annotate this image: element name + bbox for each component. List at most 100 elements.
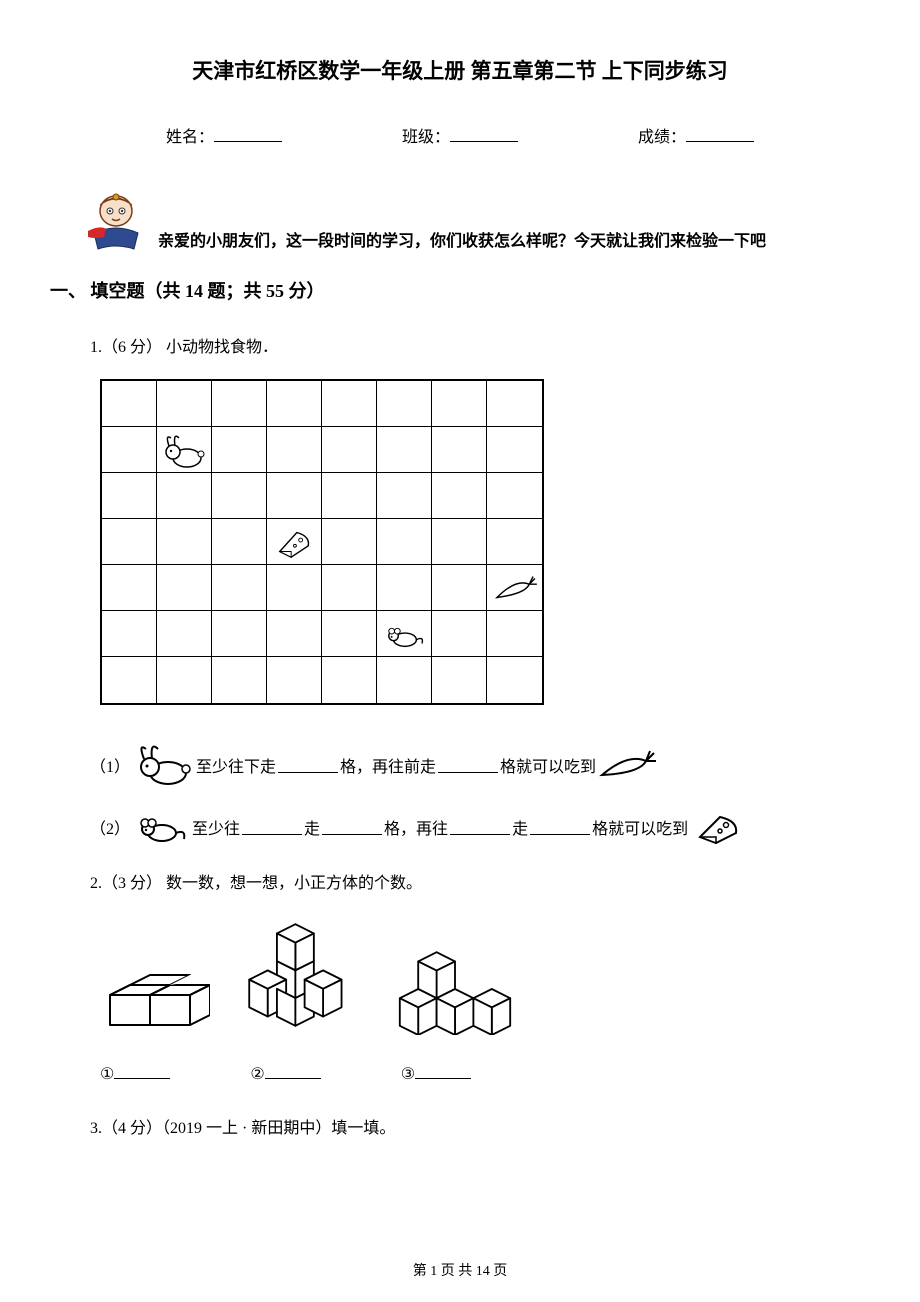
grid-cell [212,473,267,519]
grid-cell [377,381,432,427]
name-field: 姓名： [166,123,282,147]
grid-cell [212,381,267,427]
rabbit-icon [132,745,194,785]
grid-cell [432,427,487,473]
grid-cell [322,611,377,657]
grid-cell [267,657,322,703]
grid-cell [432,611,487,657]
grid-cell [102,427,157,473]
mascot-icon [80,185,152,253]
label-3: ③ [401,1063,471,1084]
blank[interactable] [450,819,510,835]
score-blank[interactable] [686,126,754,142]
q2-header: 2.（3 分） 数一数，想一想，小正方体的个数。 [90,869,870,893]
q1-grid [100,379,544,705]
q3-header: 3.（4 分）（2019 一上 · 新田期中）填一填。 [90,1114,870,1138]
section-title: 一、 填空题（共 14 题；共 55 分） [50,277,870,303]
grid-cell [102,611,157,657]
grid-cell [487,657,542,703]
label-2-text: ② [250,1064,264,1084]
grid-cell [377,565,432,611]
grid-cell-cake [267,519,322,565]
carrot-icon [598,745,660,785]
grid-cell [157,565,212,611]
blank[interactable] [415,1063,471,1079]
grid-cell [212,565,267,611]
sub1-t2: 格，再往前走 [340,753,436,777]
blank[interactable] [322,819,382,835]
label-3-text: ③ [401,1064,415,1084]
info-row: 姓名： 班级： 成绩： [50,123,870,147]
question-2: 2.（3 分） 数一数，想一想，小正方体的个数。 [90,869,870,1084]
blank[interactable] [265,1063,321,1079]
cake-icon [690,809,748,845]
label-1-text: ① [100,1064,114,1084]
sub1-t3: 格就可以吃到 [500,753,596,777]
grid-cell [322,473,377,519]
blank[interactable] [114,1063,170,1079]
grid-cell [487,427,542,473]
blank[interactable] [530,819,590,835]
grid-cell [377,473,432,519]
grid-cell [432,657,487,703]
grid-cell [102,565,157,611]
blank[interactable] [438,757,498,773]
sub2-t3: 格，再往 [384,815,448,839]
sub2-t1: 至少往 [192,815,240,839]
cubes-3-icon [390,943,520,1035]
grid-cell [267,565,322,611]
grid-cell [157,519,212,565]
grid-cell [267,473,322,519]
grid-cell [157,473,212,519]
grid-cell [322,657,377,703]
sub2-t2: 走 [304,815,320,839]
grid-cell [157,381,212,427]
q1-sub2: （2） 至少往 走 格，再往 走 格就可以吃到 [90,809,870,845]
blank[interactable] [278,757,338,773]
grid-cell [267,427,322,473]
sub2-t4: 走 [512,815,528,839]
grid-cell [102,519,157,565]
grid-cell [432,381,487,427]
sub1-t1: 至少往下走 [196,753,276,777]
mascot-row: 亲爱的小朋友们，这一段时间的学习，你们收获怎么样呢？今天就让我们来检验一下吧 [80,185,870,253]
grid-cell [102,657,157,703]
grid-cell [157,657,212,703]
grid-cell [322,427,377,473]
label-2: ② [250,1063,320,1084]
cubes-row [100,915,870,1035]
cubes-2-icon [240,915,360,1035]
sub2-num: （2） [90,815,130,839]
name-blank[interactable] [214,126,282,142]
grid-cell [432,519,487,565]
grid-cell [487,611,542,657]
sub1-num: （1） [90,753,130,777]
q1-sub1: （1） 至少往下走 格，再往前走 格就可以吃到 [90,745,870,785]
grid-cell [487,519,542,565]
grid-cell [377,657,432,703]
cubes-1-icon [100,955,210,1035]
grid-cell-mouse [377,611,432,657]
grid-cell [157,611,212,657]
grid-cell [212,657,267,703]
class-blank[interactable] [450,126,518,142]
grid-cell [322,381,377,427]
grid-cell [212,427,267,473]
q1-header: 1.（6 分） 小动物找食物． [90,333,870,357]
score-field: 成绩： [638,123,754,147]
grid-cell [432,473,487,519]
blank[interactable] [242,819,302,835]
label-1: ① [100,1063,170,1084]
mouse-icon [132,809,190,845]
class-label: 班级： [402,123,450,147]
grid-cell [322,565,377,611]
grid-cell [377,519,432,565]
grid-cell-carrot [487,565,542,611]
cubes-labels: ① ② ③ [100,1063,870,1084]
sub2-t5: 格就可以吃到 [592,815,688,839]
grid-cell [377,427,432,473]
page-title: 天津市红桥区数学一年级上册 第五章第二节 上下同步练习 [50,55,870,85]
question-1: 1.（6 分） 小动物找食物． （1） [90,333,870,845]
score-label: 成绩： [638,123,686,147]
mascot-text: 亲爱的小朋友们，这一段时间的学习，你们收获怎么样呢？今天就让我们来检验一下吧 [158,227,766,253]
